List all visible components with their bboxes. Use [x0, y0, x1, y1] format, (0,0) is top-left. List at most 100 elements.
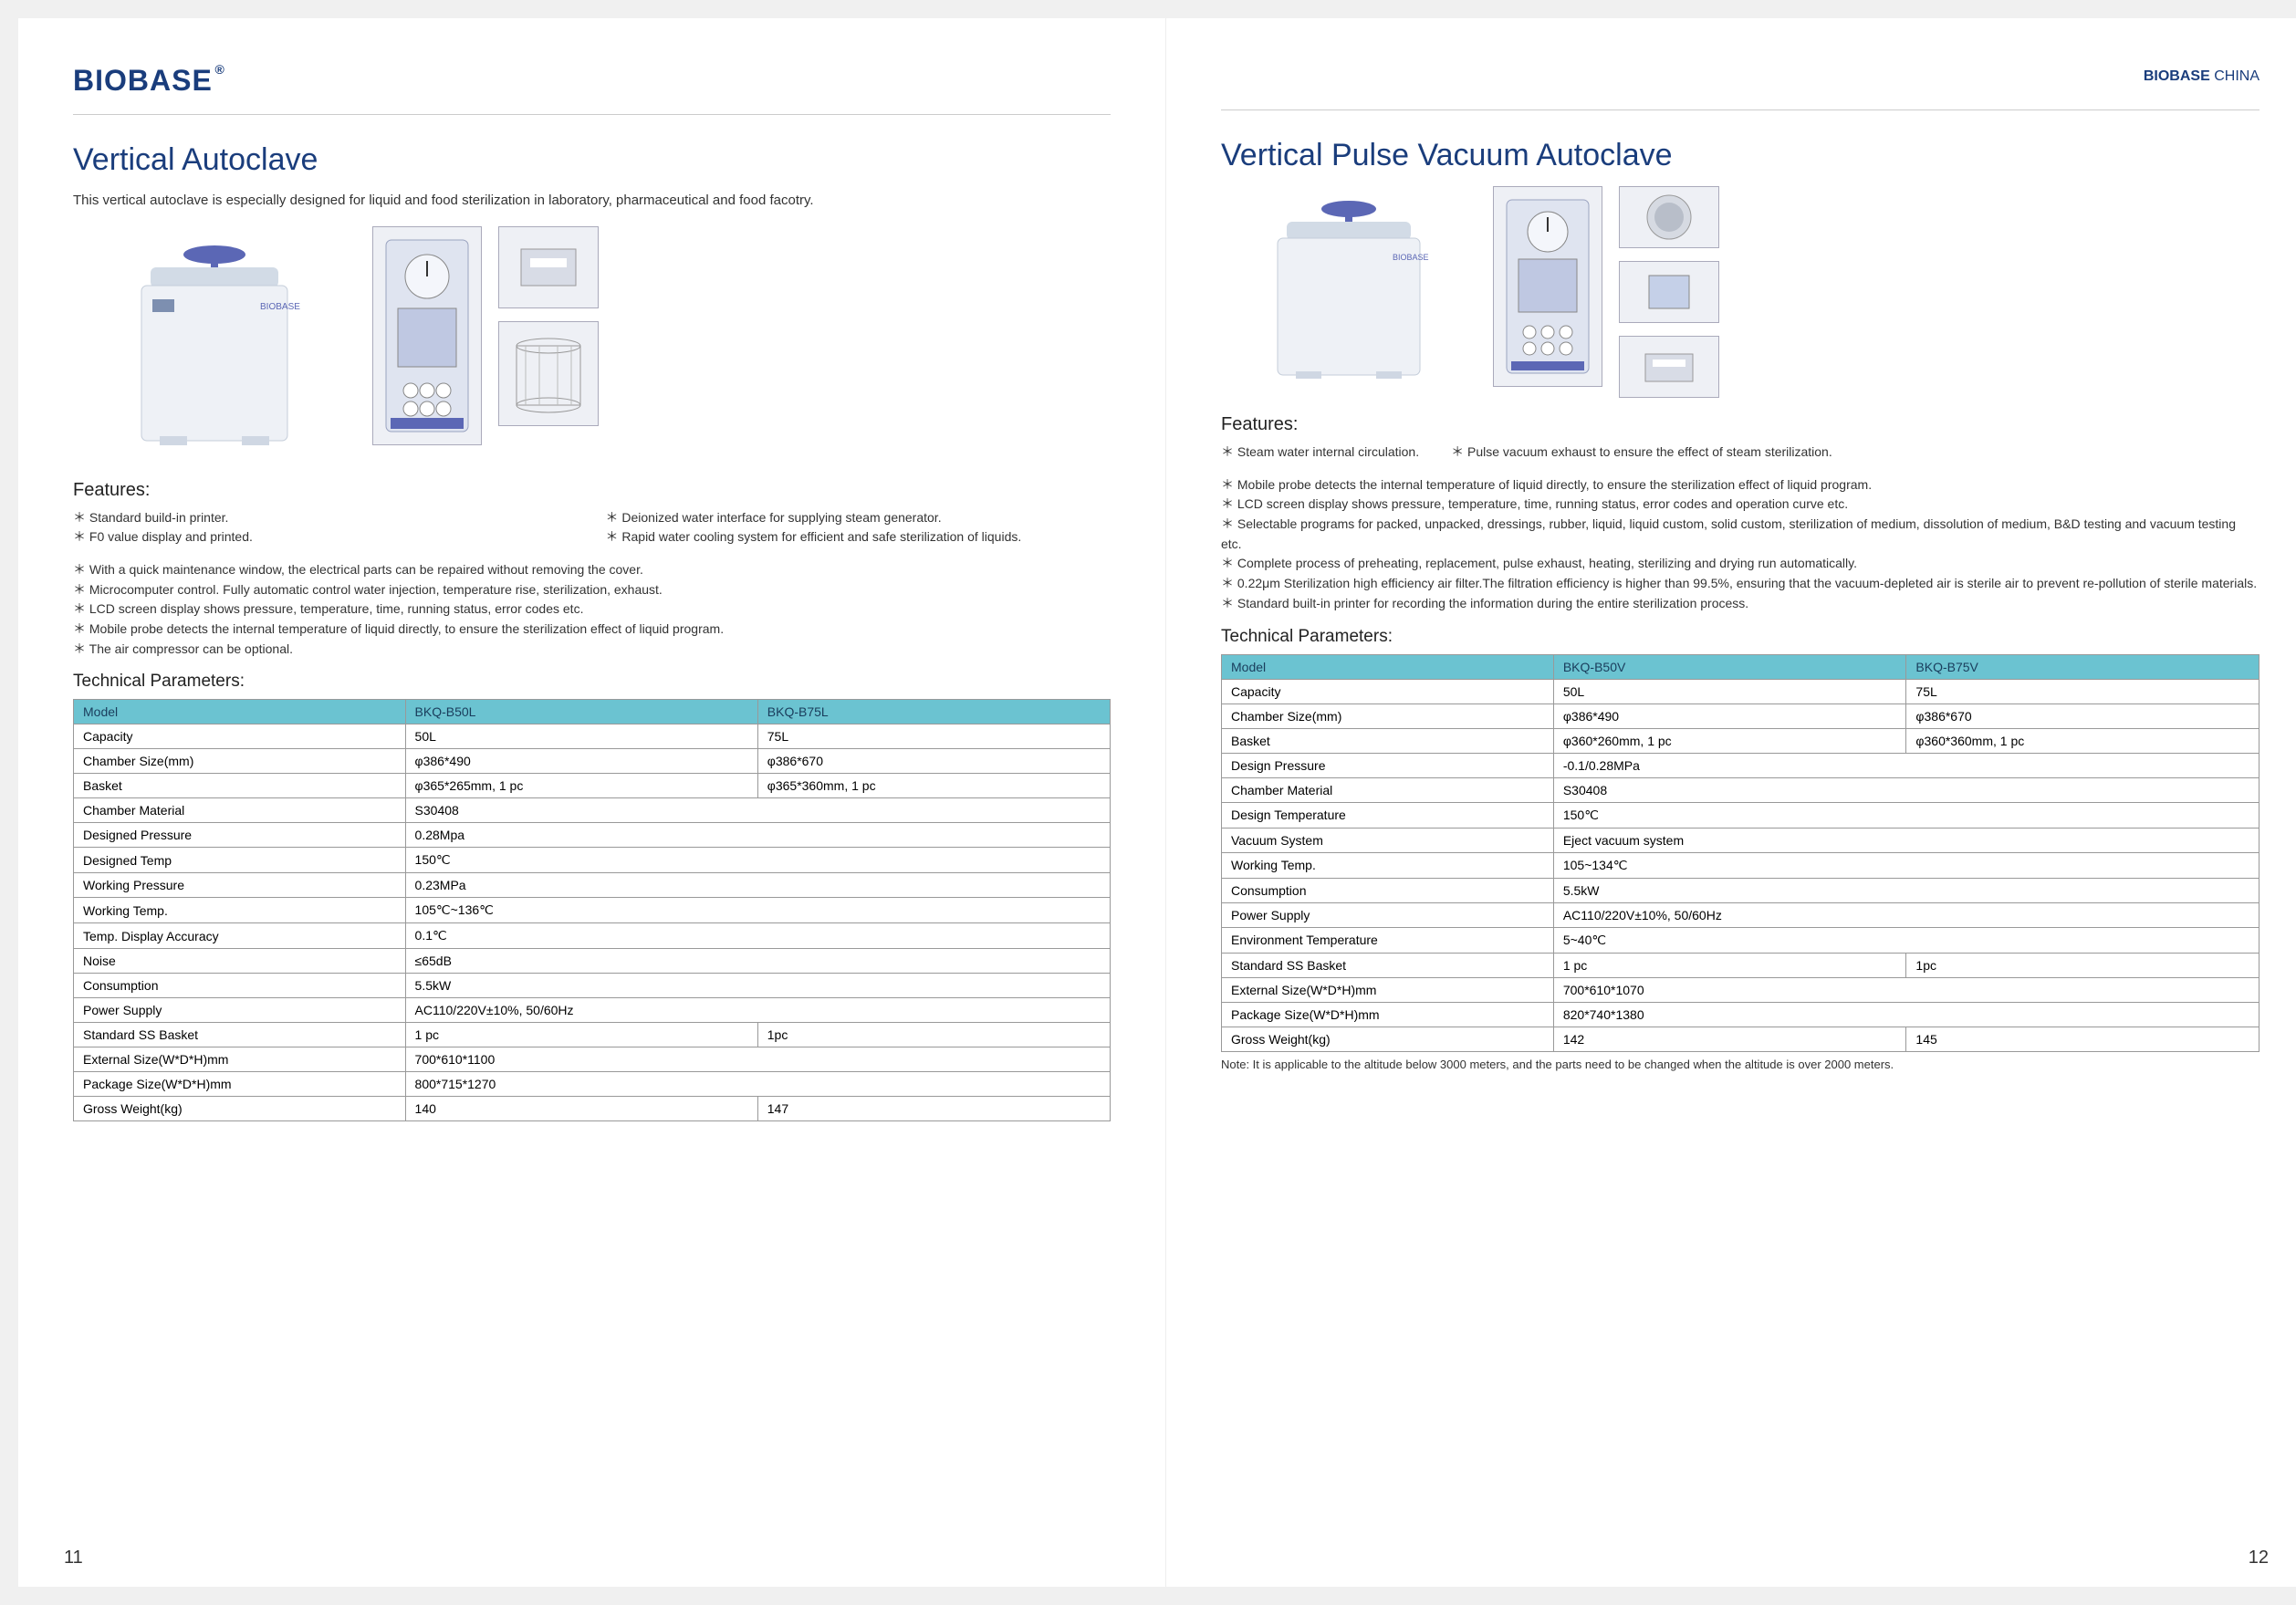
table-cell: 1pc: [1906, 953, 2259, 977]
table-row: Standard SS Basket1 pc1pc: [74, 1023, 1111, 1047]
top-right-bold: BIOBASE: [2144, 68, 2210, 84]
table-row: External Size(W*D*H)mm700*610*1070: [1222, 977, 2259, 1002]
feature-item: F0 value display and printed.: [73, 527, 579, 547]
table-row: Standard SS Basket1 pc1pc: [1222, 953, 2259, 977]
table-row: Capacity50L75L: [1222, 679, 2259, 703]
table-cell: 0.28Mpa: [405, 823, 1110, 848]
table-row: Working Pressure0.23MPa: [74, 873, 1111, 898]
table-row: Temp. Display Accuracy0.1℃: [74, 923, 1111, 949]
left-spec-table: ModelBKQ-B50LBKQ-B75LCapacity50L75LChamb…: [73, 699, 1111, 1121]
top-right-brand: BIOBASE CHINA: [2144, 68, 2259, 85]
table-cell: 1 pc: [1553, 953, 1906, 977]
table-cell: Consumption: [74, 974, 406, 998]
feature-item: LCD screen display shows pressure, tempe…: [73, 599, 1111, 620]
table-header: BKQ-B50V: [1553, 654, 1906, 679]
table-cell: 145: [1906, 1027, 2259, 1051]
left-tech-heading: Technical Parameters:: [73, 672, 1111, 692]
table-cell: S30408: [405, 798, 1110, 823]
table-row: Chamber MaterialS30408: [74, 798, 1111, 823]
table-cell: φ386*670: [1906, 703, 2259, 728]
table-cell: 5.5kW: [405, 974, 1110, 998]
autoclave-main-image: BIOBASE: [73, 226, 356, 464]
table-cell: External Size(W*D*H)mm: [74, 1047, 406, 1072]
left-features-col1: Standard build-in printer.F0 value displ…: [73, 508, 579, 547]
right-features-inline: Steam water internal circulation. ＊ Puls…: [1221, 443, 2259, 463]
table-row: Package Size(W*D*H)mm800*715*1270: [74, 1072, 1111, 1097]
table-cell: 75L: [1906, 679, 2259, 703]
table-row: Power SupplyAC110/220V±10%, 50/60Hz: [1222, 902, 2259, 927]
feature-item: LCD screen display shows pressure, tempe…: [1221, 495, 2259, 515]
feature-item: Complete process of preheating, replacem…: [1221, 554, 2259, 574]
feature-item: Standard built-in printer for recording …: [1221, 594, 2259, 614]
table-row: Noise≤65dB: [74, 949, 1111, 974]
table-cell: 0.23MPa: [405, 873, 1110, 898]
right-tech-heading: Technical Parameters:: [1221, 627, 2259, 647]
table-cell: Temp. Display Accuracy: [74, 923, 406, 949]
table-cell: 1pc: [757, 1023, 1110, 1047]
feature-item: Microcomputer control. Fully automatic c…: [73, 580, 1111, 600]
table-cell: φ386*490: [1553, 703, 1906, 728]
table-row: Vacuum SystemEject vacuum system: [1222, 828, 2259, 852]
table-cell: 1 pc: [405, 1023, 757, 1047]
table-row: Basketφ365*265mm, 1 pcφ365*360mm, 1 pc: [74, 774, 1111, 798]
feature-item: Mobile probe detects the internal temper…: [1221, 475, 2259, 495]
printer-thumb: [498, 226, 599, 308]
table-cell: 150℃: [405, 848, 1110, 873]
table-cell: 75L: [757, 724, 1110, 749]
page-number-left: 11: [64, 1548, 83, 1569]
table-row: Gross Weight(kg)140147: [74, 1097, 1111, 1121]
table-cell: Vacuum System: [1222, 828, 1554, 852]
table-cell: 5~40℃: [1553, 927, 2259, 953]
table-cell: 105℃~136℃: [405, 898, 1110, 923]
left-thumb-column: [498, 226, 599, 426]
table-row: Chamber MaterialS30408: [1222, 777, 2259, 802]
table-cell: Power Supply: [74, 998, 406, 1023]
table-row: Chamber Size(mm)φ386*490φ386*670: [74, 749, 1111, 774]
table-cell: Power Supply: [1222, 902, 1554, 927]
table-row: Designed Temp150℃: [74, 848, 1111, 873]
brand-logo: BIOBASE®: [73, 64, 213, 98]
table-header: BKQ-B50L: [405, 700, 757, 724]
control-panel-image: [372, 226, 482, 445]
table-cell: Chamber Material: [1222, 777, 1554, 802]
table-row: Environment Temperature5~40℃: [1222, 927, 2259, 953]
right-features-rest: Mobile probe detects the internal temper…: [1221, 475, 2259, 614]
left-intro: This vertical autoclave is especially de…: [73, 191, 1111, 212]
table-cell: Basket: [1222, 728, 1554, 753]
table-row: Design Pressure-0.1/0.28MPa: [1222, 753, 2259, 777]
chamber-thumb: [1619, 186, 1719, 248]
table-row: External Size(W*D*H)mm700*610*1100: [74, 1047, 1111, 1072]
table-cell: Design Pressure: [1222, 753, 1554, 777]
feature-item: Steam water internal circulation. ＊ Puls…: [1221, 443, 2259, 463]
table-cell: 147: [757, 1097, 1110, 1121]
table-row: Designed Pressure0.28Mpa: [74, 823, 1111, 848]
svg-text:BIOBASE: BIOBASE: [1393, 253, 1429, 262]
page-number-right: 12: [2249, 1548, 2269, 1569]
table-row: Gross Weight(kg)142145: [1222, 1027, 2259, 1051]
table-cell: φ386*490: [405, 749, 757, 774]
table-cell: φ365*265mm, 1 pc: [405, 774, 757, 798]
top-rule-right: [1221, 109, 2259, 110]
table-row: Working Temp.105~134℃: [1222, 852, 2259, 878]
table-cell: φ365*360mm, 1 pc: [757, 774, 1110, 798]
table-cell: Standard SS Basket: [74, 1023, 406, 1047]
left-image-row: BIOBASE: [73, 226, 1111, 464]
table-row: Capacity50L75L: [74, 724, 1111, 749]
table-cell: Basket: [74, 774, 406, 798]
table-cell: 140: [405, 1097, 757, 1121]
table-row: Power SupplyAC110/220V±10%, 50/60Hz: [74, 998, 1111, 1023]
table-cell: φ360*360mm, 1 pc: [1906, 728, 2259, 753]
table-cell: 50L: [1553, 679, 1906, 703]
feature-text: Steam water internal circulation.: [1237, 444, 1419, 459]
table-cell: Environment Temperature: [1222, 927, 1554, 953]
feature-item: The air compressor can be optional.: [73, 640, 1111, 660]
logo-text: BIOBASE: [73, 64, 213, 97]
right-note: Note: It is applicable to the altitude b…: [1221, 1058, 2259, 1071]
table-cell: 800*715*1270: [405, 1072, 1110, 1097]
table-cell: Designed Temp: [74, 848, 406, 873]
table-cell: Package Size(W*D*H)mm: [1222, 1002, 1554, 1027]
table-cell: 150℃: [1553, 802, 2259, 828]
left-features-rest: With a quick maintenance window, the ele…: [73, 560, 1111, 659]
table-row: Working Temp.105℃~136℃: [74, 898, 1111, 923]
table-cell: Chamber Size(mm): [1222, 703, 1554, 728]
